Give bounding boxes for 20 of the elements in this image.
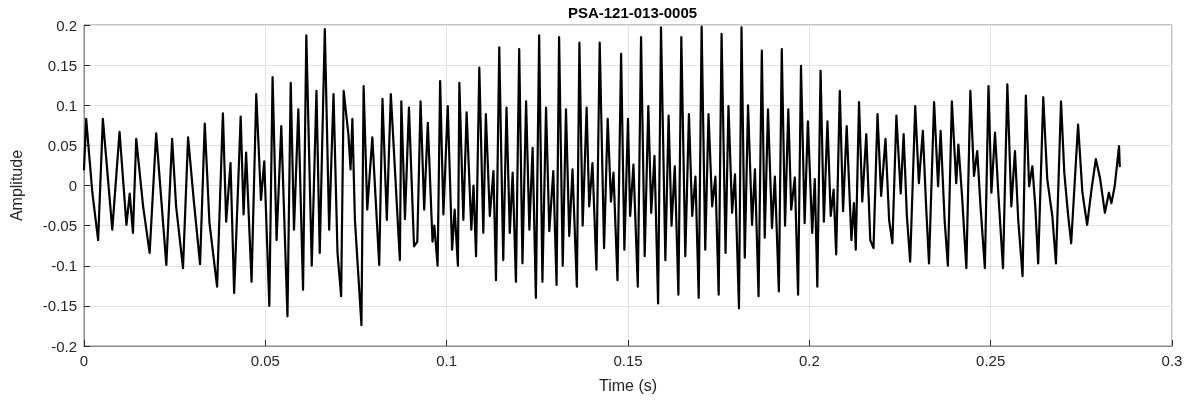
x-axis-title: Time (s) (598, 376, 658, 394)
y-tick-label: 0.1 (56, 96, 77, 114)
y-tick-label: 0.15 (47, 56, 77, 74)
y-tick-label: -0.1 (51, 257, 77, 275)
y-axis-title: Amplitude (7, 149, 25, 222)
x-tick-label: 0.15 (613, 352, 643, 369)
x-tick-label: 0.1 (436, 352, 458, 369)
line-series (82, 25, 1121, 327)
y-tick-label: 0 (68, 177, 77, 194)
y-tick-label: -0.2 (51, 337, 77, 355)
y-tick-label: -0.05 (42, 217, 77, 235)
x-tick-label: 0.05 (250, 352, 280, 369)
x-tick-label: 0 (79, 352, 89, 369)
chart-title: PSA-121-013-0005 (567, 4, 698, 21)
y-tick-label: -0.15 (42, 297, 77, 315)
y-tick-label: 0.05 (47, 136, 77, 154)
x-tick-label: 0.3 (1161, 352, 1183, 369)
x-tick-label: 0.25 (976, 352, 1006, 369)
y-tick-label: 0.2 (56, 16, 77, 34)
x-tick-label: 0.2 (798, 352, 820, 369)
